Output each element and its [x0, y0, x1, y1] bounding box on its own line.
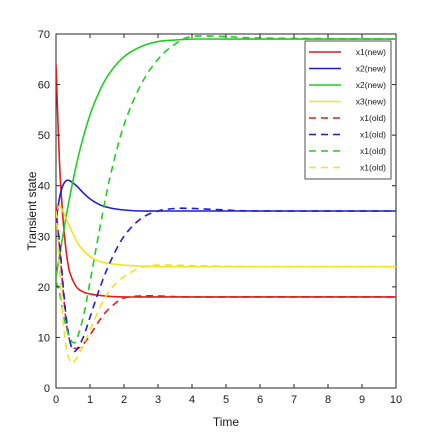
x-tick-label: 7 [291, 394, 297, 406]
y-tick-label: 50 [38, 130, 50, 142]
x-axis: 0 1 2 3 4 5 6 7 8 9 10 [53, 34, 402, 406]
y-tick-label: 10 [38, 332, 50, 344]
y-tick-label: 0 [44, 383, 50, 395]
legend-label: x1(old) [360, 163, 386, 173]
x-tick-label: 6 [257, 394, 263, 406]
y-axis-label: Transient state [25, 171, 39, 250]
y-tick-label: 40 [38, 181, 50, 193]
x-tick-label: 0 [53, 394, 59, 406]
x-axis-label: Time [213, 415, 240, 429]
legend-label: x1(new) [356, 47, 386, 57]
series-line-7 [56, 35, 396, 344]
x-tick-label: 1 [87, 394, 93, 406]
legend-box [304, 40, 392, 180]
x-tick-label: 2 [121, 394, 127, 406]
x-tick-label: 10 [390, 394, 402, 406]
legend: x1(new) x2(new) x2(new) x3(new) x1(old) x1(ol… [304, 40, 392, 180]
series-line-2 [56, 179, 396, 222]
x-tick-label: 5 [223, 394, 229, 406]
series-line-3 [56, 38, 396, 277]
legend-label: x3(new) [356, 97, 386, 107]
x-tick-label: 8 [325, 394, 331, 406]
series-layer [56, 35, 396, 364]
legend-label: x1(old) [360, 146, 386, 156]
y-tick-label: 30 [38, 231, 50, 243]
x-tick-label: 4 [189, 394, 195, 406]
series-line-6 [56, 207, 396, 353]
y-tick-label: 70 [38, 29, 50, 41]
y-tick-label: 60 [38, 80, 50, 92]
legend-label: x2(new) [356, 80, 386, 90]
legend-label: x2(new) [356, 64, 386, 74]
series-line-4 [56, 205, 396, 268]
y-tick-label: 20 [38, 282, 50, 294]
x-tick-label: 9 [359, 394, 365, 406]
series-line-8 [56, 210, 396, 364]
legend-label: x1(old) [360, 113, 386, 123]
legend-label: x1(old) [360, 130, 386, 140]
y-axis: 0 10 20 30 40 50 60 70 [38, 29, 396, 395]
x-tick-label: 3 [155, 394, 161, 406]
